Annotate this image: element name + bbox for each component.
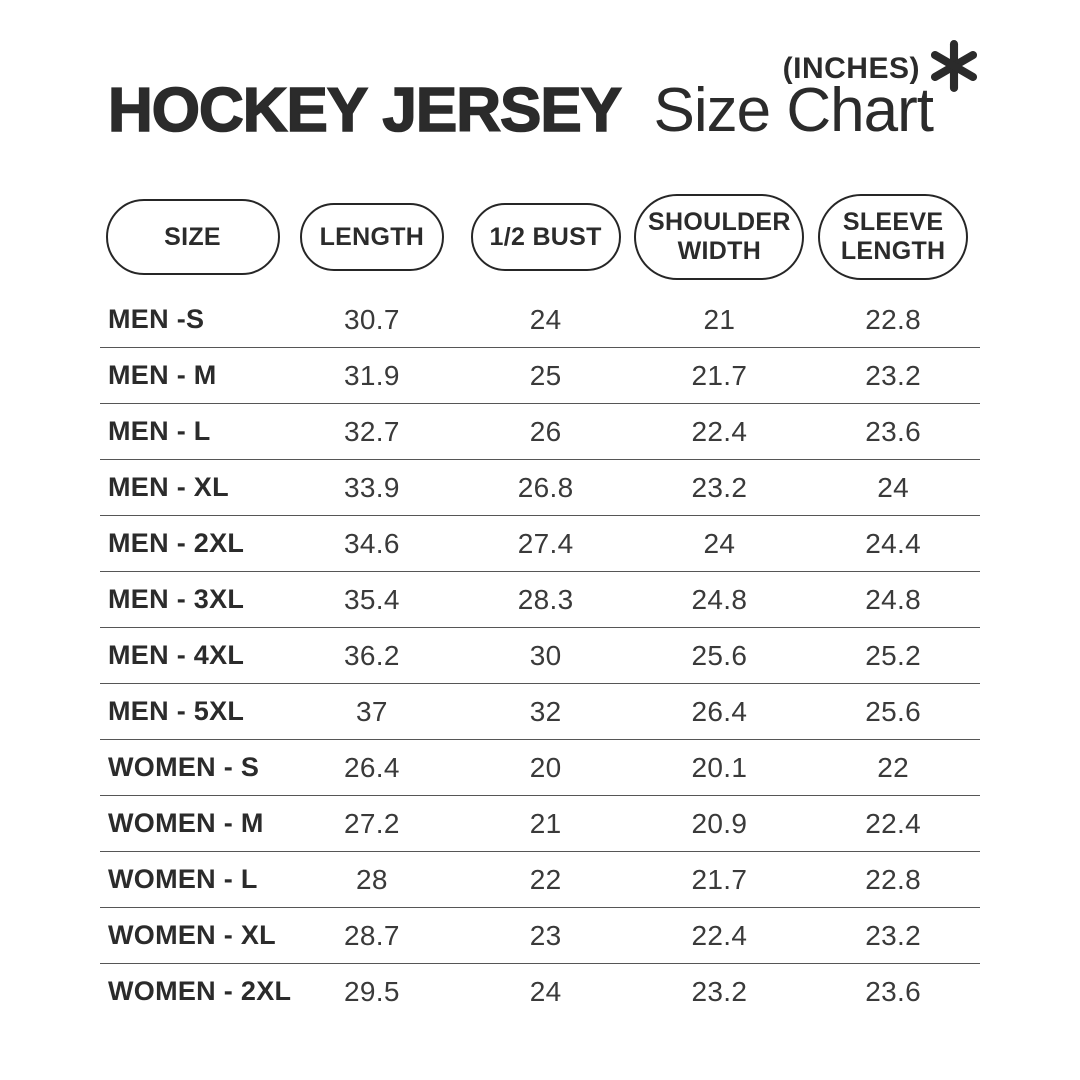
half-bust-value-cell: 30 <box>529 639 562 671</box>
table-row: MEN - L 32.7 26 22.4 23.6 <box>100 404 980 460</box>
table-row: MEN - XL 33.9 26.8 23.2 24 <box>100 460 980 516</box>
sleeve-length-value-cell: 24.8 <box>865 583 921 615</box>
half-bust-value-cell: 26.8 <box>517 471 574 503</box>
table-row: MEN - 2XL 34.6 27.4 24 24.4 <box>100 516 980 572</box>
size-label-cell: MEN - 3XL <box>108 584 245 614</box>
sleeve-length-value-cell: 25.6 <box>865 695 921 727</box>
shoulder-width-value-cell: 21.7 <box>691 359 748 391</box>
sleeve-length-value-cell: 22 <box>877 751 909 783</box>
shoulder-width-value-cell: 21.7 <box>691 863 748 895</box>
shoulder-width-value-cell: 24.8 <box>691 583 748 615</box>
size-label-cell: MEN - 4XL <box>108 640 245 670</box>
half-bust-value-cell: 28.3 <box>517 583 574 615</box>
table-row: MEN -S 30.7 24 21 22.8 <box>100 292 980 348</box>
shoulder-width-value-cell: 22.4 <box>691 415 748 447</box>
size-label-cell: WOMEN - L <box>108 864 258 894</box>
column-header-size: SIZE <box>105 199 280 275</box>
size-label-cell: WOMEN - M <box>108 808 264 838</box>
table-row: WOMEN - L 28 22 21.7 22.8 <box>100 852 980 908</box>
length-value-cell: 29.5 <box>344 975 400 1007</box>
shoulder-width-value-cell: 20.1 <box>691 751 748 783</box>
length-value-cell: 30.7 <box>344 303 400 335</box>
shoulder-width-value-cell: 22.4 <box>691 919 748 951</box>
shoulder-width-value-cell: 23.2 <box>691 471 748 503</box>
size-label-cell: MEN - 2XL <box>108 528 245 558</box>
size-label-cell: WOMEN - 2XL <box>108 976 292 1006</box>
shoulder-width-value-cell: 20.9 <box>691 807 748 839</box>
half-bust-value-cell: 24 <box>529 303 562 335</box>
page-title: HOCKEY JERSEY Size Chart <box>107 79 934 143</box>
length-value-cell: 32.7 <box>344 415 400 447</box>
length-value-cell: 37 <box>356 695 388 727</box>
column-header-length: LENGTH <box>299 203 444 271</box>
sleeve-length-value-cell: 22.8 <box>865 863 921 895</box>
length-value-cell: 27.2 <box>344 807 400 839</box>
half-bust-value-cell: 25 <box>529 359 562 391</box>
table-row: MEN - 3XL 35.4 28.3 24.8 24.8 <box>100 572 980 628</box>
page-title-main: HOCKEY JERSEY <box>107 76 623 145</box>
sleeve-length-value-cell: 22.4 <box>865 807 921 839</box>
shoulder-width-value-cell: 24 <box>703 527 736 559</box>
half-bust-value-cell: 22 <box>529 863 562 895</box>
length-value-cell: 35.4 <box>344 583 400 615</box>
half-bust-value-cell: 26 <box>529 415 562 447</box>
table-row: WOMEN - XL 28.7 23 22.4 23.2 <box>100 908 980 964</box>
table-row: WOMEN - M 27.2 21 20.9 22.4 <box>100 796 980 852</box>
column-header-sleeve-length: SLEEVE LENGTH <box>818 194 969 280</box>
sleeve-length-value-cell: 23.6 <box>865 415 921 447</box>
length-value-cell: 36.2 <box>344 639 400 671</box>
asterisk-icon <box>930 40 978 92</box>
half-bust-value-cell: 24 <box>529 975 562 1007</box>
table-row: MEN - 4XL 36.2 30 25.6 25.2 <box>100 628 980 684</box>
sleeve-length-value-cell: 24.4 <box>865 527 921 559</box>
sleeve-length-value-cell: 23.2 <box>865 359 921 391</box>
size-label-cell: WOMEN - XL <box>108 920 276 950</box>
length-value-cell: 26.4 <box>344 751 400 783</box>
shoulder-width-value-cell: 23.2 <box>691 975 748 1007</box>
sleeve-length-value-cell: 25.2 <box>865 639 921 671</box>
size-table: SIZE LENGTH 1/2 BUST SHOULDER WIDTH SLEE… <box>100 188 980 1019</box>
half-bust-value-cell: 23 <box>529 919 562 951</box>
unit-label: (INCHES) <box>782 52 920 85</box>
table-row: MEN - 5XL 37 32 26.4 25.6 <box>100 684 980 740</box>
half-bust-value-cell: 20 <box>529 751 562 783</box>
length-value-cell: 28.7 <box>344 919 400 951</box>
length-value-cell: 33.9 <box>344 471 400 503</box>
half-bust-value-cell: 32 <box>529 695 562 727</box>
length-value-cell: 34.6 <box>344 527 400 559</box>
table-body: MEN -S 30.7 24 21 22.8 MEN - M 31.9 25 2… <box>100 292 980 1019</box>
unit-block: (INCHES) <box>782 40 980 92</box>
size-label-cell: WOMEN - S <box>108 752 260 782</box>
size-label-cell: MEN - M <box>108 360 217 390</box>
size-label-cell: MEN - XL <box>108 472 229 502</box>
table-header-row: SIZE LENGTH 1/2 BUST SHOULDER WIDTH SLEE… <box>100 188 980 286</box>
size-label-cell: MEN - 5XL <box>108 696 245 726</box>
sleeve-length-value-cell: 24 <box>877 471 909 503</box>
size-label-cell: MEN -S <box>108 304 205 334</box>
header: HOCKEY JERSEY Size Chart (INCHES) <box>0 0 1080 180</box>
shoulder-width-value-cell: 26.4 <box>691 695 748 727</box>
shoulder-width-value-cell: 25.6 <box>691 639 748 671</box>
page-title-sub: Size Chart <box>653 76 934 145</box>
table-row: MEN - M 31.9 25 21.7 23.2 <box>100 348 980 404</box>
size-label-cell: MEN - L <box>108 416 211 446</box>
table-row: WOMEN - S 26.4 20 20.1 22 <box>100 740 980 796</box>
half-bust-value-cell: 27.4 <box>517 527 574 559</box>
half-bust-value-cell: 21 <box>529 807 562 839</box>
sleeve-length-value-cell: 23.6 <box>865 975 921 1007</box>
sleeve-length-value-cell: 23.2 <box>865 919 921 951</box>
sleeve-length-value-cell: 22.8 <box>865 303 921 335</box>
shoulder-width-value-cell: 21 <box>703 303 736 335</box>
length-value-cell: 31.9 <box>344 359 400 391</box>
table-row: WOMEN - 2XL 29.5 24 23.2 23.6 <box>100 964 980 1019</box>
column-header-shoulder-width: SHOULDER WIDTH <box>634 194 805 280</box>
column-header-half-bust: 1/2 BUST <box>470 203 621 271</box>
length-value-cell: 28 <box>356 863 388 895</box>
